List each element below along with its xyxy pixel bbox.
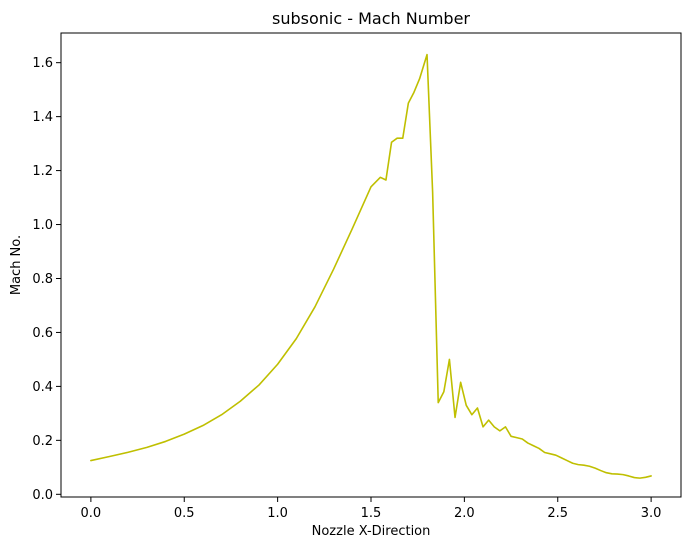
x-tick-label: 1.0	[267, 506, 288, 521]
x-tick-label: 3.0	[641, 506, 662, 521]
y-tick-label: 0.8	[32, 272, 53, 287]
y-tick-label: 1.0	[32, 218, 53, 233]
x-tick-label: 0.0	[81, 506, 102, 521]
y-tick-label: 0.2	[32, 434, 53, 449]
x-tick-label: 2.0	[454, 506, 475, 521]
y-tick-label: 1.6	[32, 56, 53, 71]
y-tick-label: 1.4	[32, 110, 53, 125]
x-tick-label: 0.5	[174, 506, 195, 521]
y-tick-label: 0.4	[32, 380, 53, 395]
x-tick-label: 2.5	[547, 506, 568, 521]
x-tick-label: 1.5	[361, 506, 382, 521]
y-tick-label: 0.6	[32, 326, 53, 341]
x-axis-title: Nozzle X-Direction	[312, 524, 431, 539]
y-axis-title: Mach No.	[9, 235, 24, 295]
y-axis: 0.0 0.2 0.4 0.6 0.8 1.0 1.2 1.4 1.6	[32, 56, 61, 503]
x-axis: 0.0 0.5 1.0 1.5 2.0 2.5 3.0	[81, 497, 662, 521]
y-tick-label: 0.0	[32, 488, 53, 503]
y-tick-label: 1.2	[32, 164, 53, 179]
series-line	[90, 53, 652, 479]
plot-area	[90, 53, 652, 479]
chart-title: subsonic - Mach Number	[272, 9, 470, 28]
